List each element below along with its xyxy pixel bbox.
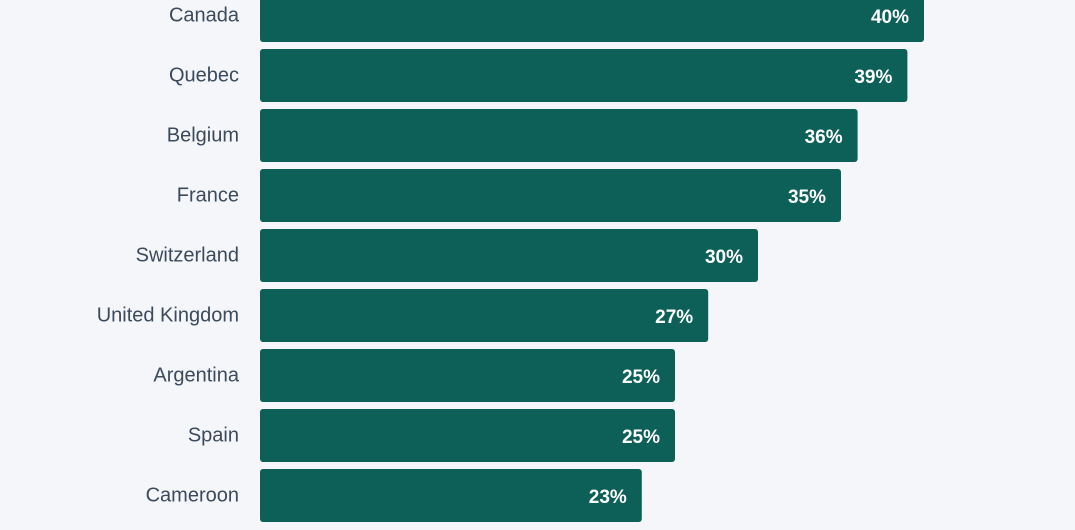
category-label: Cameroon	[146, 485, 239, 507]
bar-cameroon	[260, 469, 642, 522]
value-label: 35%	[788, 187, 826, 208]
bar-spain	[260, 409, 675, 462]
category-label: Quebec	[169, 65, 239, 87]
bar-france	[260, 169, 841, 222]
bar-switzerland	[260, 229, 758, 282]
category-label: Spain	[188, 425, 239, 447]
bar-canada	[260, 0, 924, 42]
category-label: Switzerland	[136, 245, 239, 267]
bar-united-kingdom	[260, 289, 709, 342]
value-label: 23%	[589, 487, 627, 508]
value-label: 36%	[805, 127, 843, 148]
value-label: 25%	[622, 367, 660, 388]
value-label: 27%	[655, 307, 693, 328]
category-label: United Kingdom	[97, 305, 239, 327]
value-label: 25%	[622, 427, 660, 448]
value-label: 30%	[705, 247, 743, 268]
category-label: France	[177, 185, 239, 207]
value-label: 40%	[871, 7, 909, 28]
bar-quebec	[260, 49, 908, 102]
bar-belgium	[260, 109, 858, 162]
category-label: Argentina	[153, 365, 239, 387]
category-label: Canada	[169, 5, 240, 27]
bar-argentina	[260, 349, 675, 402]
value-label: 39%	[854, 67, 892, 88]
category-label: Belgium	[167, 125, 239, 147]
